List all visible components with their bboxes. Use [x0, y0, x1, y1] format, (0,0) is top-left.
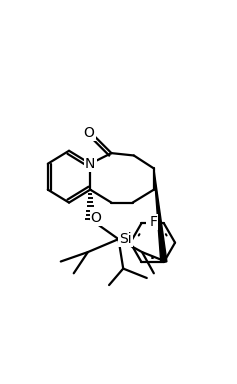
Text: O: O	[84, 126, 95, 140]
Text: N: N	[85, 157, 96, 171]
Text: Si: Si	[119, 232, 131, 246]
Text: F: F	[147, 215, 155, 229]
Polygon shape	[154, 169, 167, 262]
Text: O: O	[91, 211, 101, 225]
Text: F: F	[149, 215, 157, 229]
